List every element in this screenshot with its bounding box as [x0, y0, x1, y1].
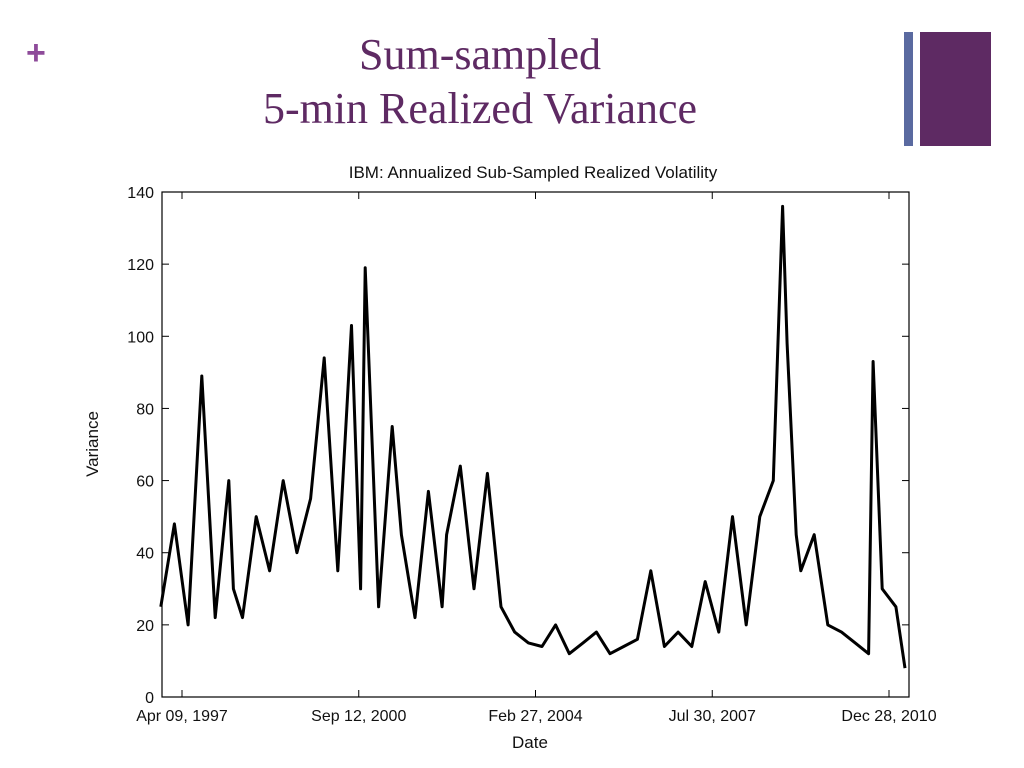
- slide-title-line-2: 5-min Realized Variance: [262, 84, 698, 133]
- plot-area-frame: [161, 191, 910, 698]
- plus-icon: +: [26, 34, 46, 72]
- chart-title: IBM: Annualized Sub-Sampled Realized Vol…: [349, 163, 718, 182]
- y-tick-label-1: 20: [136, 618, 154, 635]
- x-axis-label: Date: [512, 733, 548, 752]
- decorative-bar-thick: [920, 32, 991, 146]
- y-tick-label-4: 80: [136, 401, 154, 418]
- series-line-0: [159, 204, 907, 669]
- x-tick-label-4: Dec 28, 2010: [841, 708, 936, 725]
- chart-axes: 0 20 40 60 80 100 120 140 Apr 09, 1997 Sep 12, 20…: [127, 185, 936, 725]
- y-tick-label-6: 120: [127, 257, 154, 274]
- decorative-bar-thin: [904, 32, 913, 146]
- x-tick-label-1: Sep 12, 2000: [311, 708, 406, 725]
- y-tick-label-7: 140: [127, 185, 154, 202]
- y-tick-label-3: 60: [136, 474, 154, 491]
- y-axis-label: Variance: [83, 411, 102, 477]
- variance-chart: IBM: Annualized Sub-Sampled Realized Vol…: [83, 163, 937, 752]
- slide-title-line-1: Sum-sampled: [359, 30, 601, 79]
- y-tick-label-0: 0: [145, 690, 154, 707]
- slide-title: Sum-sampled 5-min Realized Variance: [130, 28, 830, 136]
- x-tick-label-2: Feb 27, 2004: [488, 708, 582, 725]
- x-tick-label-3: Jul 30, 2007: [669, 708, 756, 725]
- series-group: [159, 204, 907, 669]
- y-tick-label-5: 100: [127, 329, 154, 346]
- y-tick-label-2: 40: [136, 546, 154, 563]
- x-tick-label-0: Apr 09, 1997: [136, 708, 228, 725]
